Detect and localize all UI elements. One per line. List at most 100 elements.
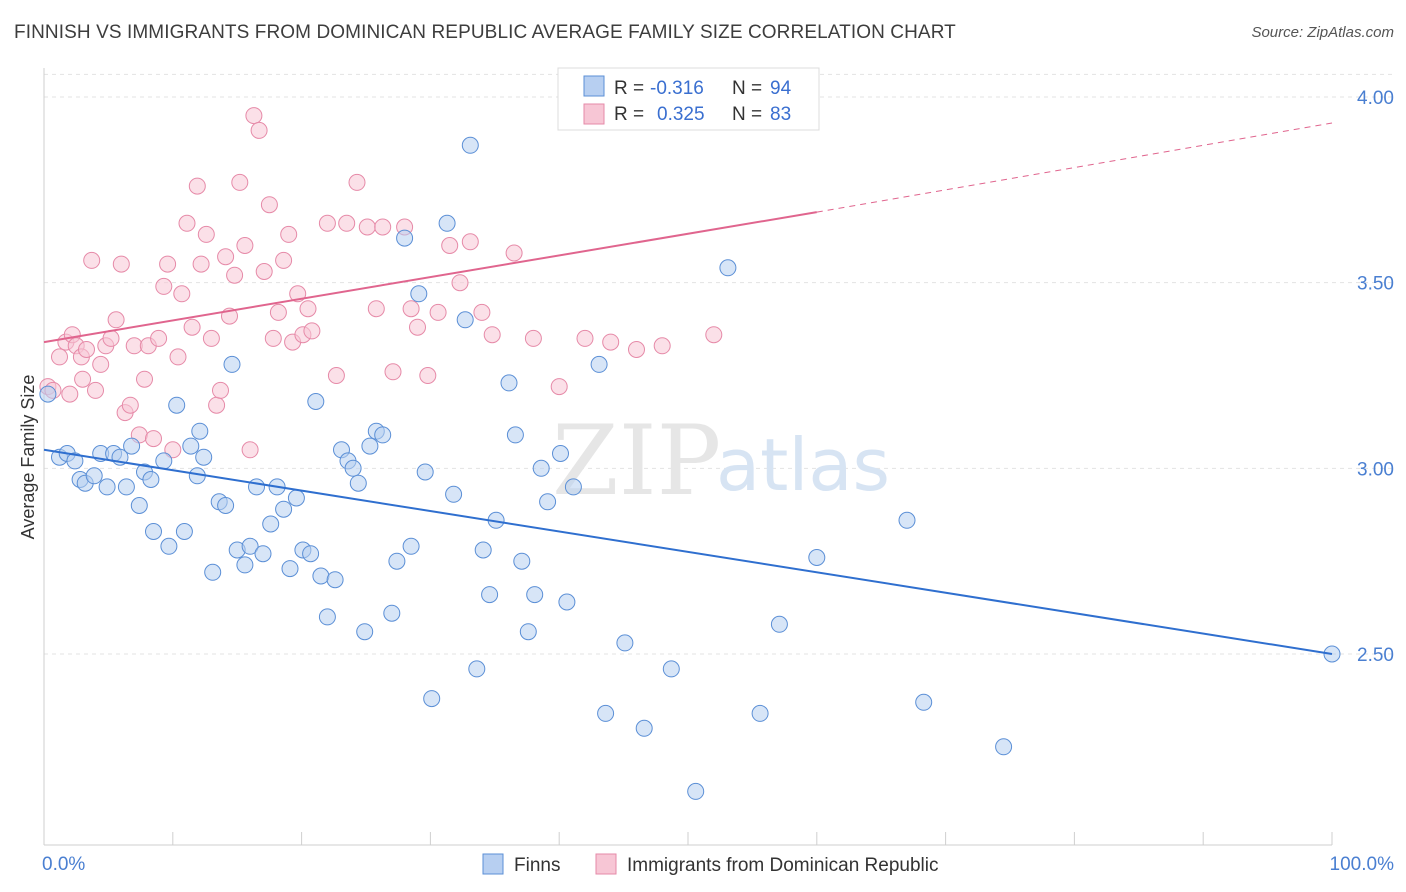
data-point-dominican	[150, 329, 168, 347]
trend-line-finns	[43, 448, 1333, 655]
legend-swatch-dominican	[583, 103, 605, 125]
legend-n-value-finns: 94	[770, 78, 792, 99]
legend-r-value-dominican: 0.325	[657, 104, 705, 125]
data-point-dominican	[269, 303, 287, 321]
trend-line-dominican-extrapolated	[816, 122, 1333, 213]
data-point-dominican	[183, 318, 201, 336]
data-point-dominican	[402, 300, 420, 318]
y-tick-label: 3.00	[1357, 459, 1394, 480]
data-point-dominican	[250, 121, 268, 139]
data-point-dominican	[61, 385, 79, 403]
data-point-finns	[770, 615, 788, 633]
data-point-finns	[526, 586, 544, 604]
data-point-dominican	[628, 341, 645, 358]
data-point-finns	[552, 445, 569, 462]
data-point-dominican	[192, 255, 210, 273]
trend-line-dominican	[43, 211, 817, 344]
data-point-dominican	[280, 225, 298, 243]
data-point-dominican	[245, 107, 263, 125]
data-point-finns	[326, 571, 344, 589]
data-point-finns	[808, 549, 826, 566]
data-point-finns	[182, 437, 200, 455]
data-point-dominican	[241, 441, 259, 459]
watermark: ZIP atlas	[552, 405, 890, 517]
data-point-dominican	[74, 370, 92, 388]
data-point-dominican	[550, 378, 568, 396]
data-point-dominican	[164, 441, 182, 459]
data-point-dominican	[78, 341, 95, 358]
data-point-finns	[241, 537, 259, 555]
data-point-finns	[590, 355, 608, 373]
data-point-finns	[539, 493, 557, 511]
data-point-finns	[344, 459, 362, 477]
data-point-dominican	[202, 329, 220, 347]
data-point-finns	[356, 623, 374, 641]
data-point-finns	[468, 660, 486, 678]
data-point-finns	[248, 478, 265, 496]
data-point-dominican	[451, 274, 469, 292]
data-point-dominican	[473, 303, 491, 321]
data-point-dominican	[173, 285, 191, 303]
data-point-finns	[388, 552, 406, 570]
watermark-zip: ZIP	[552, 405, 721, 517]
data-point-dominican	[255, 263, 273, 280]
data-point-finns	[349, 474, 367, 492]
bottom-legend-swatch-finns	[482, 853, 504, 875]
data-point-finns	[481, 586, 499, 604]
data-point-finns	[635, 719, 653, 737]
data-point-finns	[687, 782, 705, 800]
data-point-dominican	[524, 329, 542, 347]
data-point-dominican	[299, 300, 317, 318]
data-point-dominican	[429, 303, 447, 321]
data-point-dominican	[121, 396, 139, 414]
data-point-dominican	[358, 218, 376, 236]
data-point-dominican	[107, 311, 125, 329]
data-point-finns	[374, 426, 392, 444]
data-point-finns	[160, 537, 178, 555]
data-point-finns	[383, 604, 401, 622]
data-point-finns	[287, 489, 305, 507]
data-point-dominican	[483, 326, 501, 344]
data-point-dominican	[159, 255, 177, 273]
data-point-dominican	[348, 173, 366, 191]
data-point-dominican	[419, 367, 437, 384]
legend-r-label-dominican: R =	[614, 104, 644, 125]
data-point-finns	[361, 437, 379, 455]
data-point-finns	[662, 660, 680, 678]
data-point-dominican	[112, 255, 130, 273]
data-point-dominican	[327, 367, 345, 384]
data-point-finns	[39, 385, 57, 403]
data-point-dominican	[188, 177, 206, 195]
y-tick-label: 2.50	[1357, 645, 1394, 666]
bottom-legend-label-dominican: Immigrants from Dominican Republic	[627, 855, 939, 876]
legend-r-label-finns: R =	[614, 78, 644, 99]
data-point-finns	[155, 452, 173, 470]
data-point-dominican	[602, 333, 620, 351]
data-point-dominican	[226, 266, 244, 284]
data-point-dominican	[374, 218, 392, 236]
data-point-finns	[195, 448, 213, 466]
data-point-dominican	[178, 214, 196, 232]
data-point-dominican	[169, 348, 187, 366]
data-point-finns	[506, 426, 524, 444]
legend-n-value-dominican: 83	[770, 104, 791, 125]
data-point-dominican	[231, 173, 249, 191]
data-point-finns	[461, 136, 479, 154]
legend-n-label-finns: N =	[732, 78, 762, 99]
data-point-finns	[445, 485, 463, 503]
y-tick-labels: 2.50 3.00 3.50 4.00	[1357, 88, 1394, 666]
data-point-finns	[66, 452, 84, 470]
data-point-dominican	[367, 300, 385, 318]
data-point-finns	[191, 422, 209, 440]
data-point-finns	[616, 634, 634, 652]
data-point-dominican	[236, 237, 254, 254]
data-point-dominican	[155, 277, 173, 295]
data-point-dominican	[92, 355, 110, 373]
y-tick-label: 3.50	[1357, 274, 1394, 295]
data-point-finns	[500, 374, 518, 392]
data-point-dominican	[318, 214, 336, 232]
data-point-dominican	[87, 381, 104, 399]
data-point-dominican	[212, 381, 229, 399]
data-point-finns	[117, 478, 135, 496]
